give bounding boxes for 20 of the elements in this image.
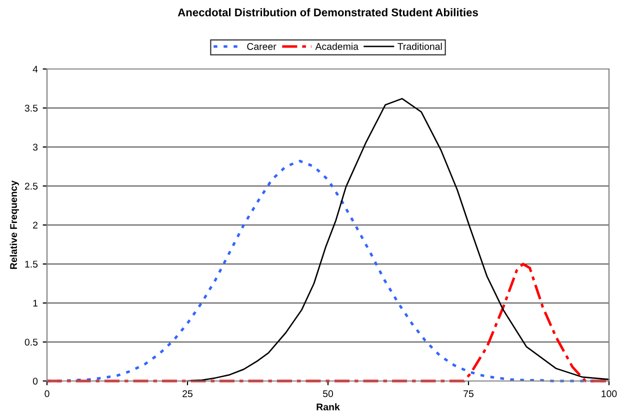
y-tick-label: 0.5 <box>24 338 38 346</box>
y-tick-label: 1.5 <box>25 260 38 268</box>
y-tick-label: 2.5 <box>24 182 38 190</box>
x-tick-label: 75 <box>464 390 474 398</box>
legend-label: Traditional <box>398 42 442 50</box>
x-tick-label: 50 <box>322 390 334 398</box>
y-axis-title: Relative Frequency <box>10 180 19 269</box>
y-tick-label: 0 <box>32 378 38 385</box>
x-tick-label: 0 <box>44 390 50 398</box>
y-tick-label: 1 <box>33 300 38 307</box>
y-tick-label: 3.5 <box>24 104 38 112</box>
x-axis-title: Rank <box>316 403 340 410</box>
legend-label: Career <box>247 43 276 50</box>
legend-label: Academia <box>315 42 358 50</box>
x-tick-label: 25 <box>182 390 192 398</box>
chart-title: Anecdotal Distribution of Demonstrated Student Abilities <box>178 8 478 16</box>
y-tick-label: 4 <box>32 66 38 73</box>
y-tick-label: 2 <box>33 222 38 229</box>
x-tick-label: 100 <box>602 390 617 398</box>
y-tick-label: 3 <box>32 144 38 151</box>
